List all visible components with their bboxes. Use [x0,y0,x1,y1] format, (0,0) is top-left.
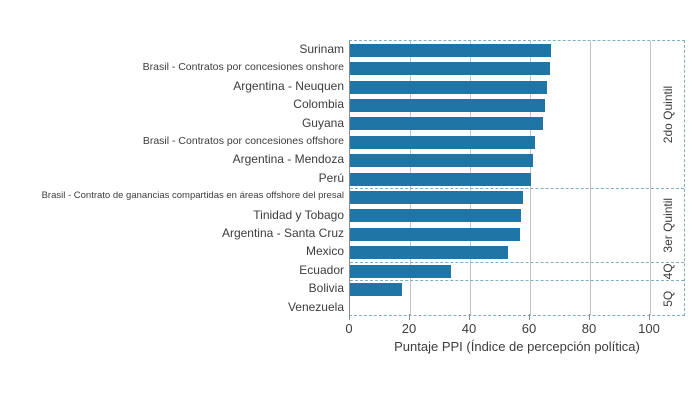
bar [350,264,451,278]
x-tick-mark [469,314,470,320]
quintile-label: 2do Quintil [661,85,675,144]
category-label: Venezuela [287,299,344,314]
x-tick-label: 20 [401,321,417,336]
x-tick-label: 80 [581,321,597,336]
category-label: Perú [318,170,344,185]
category-label: Argentina - Mendoza [232,152,344,167]
x-tick-label: 0 [345,321,353,336]
x-tick-mark [349,314,350,320]
bar [350,43,551,57]
gridline-x-80 [590,41,591,315]
category-label: Tinidad y Tobago [253,207,344,222]
category-label: Surinam [299,42,344,56]
quintile-separator [350,280,684,282]
x-tick-mark [589,314,590,320]
x-axis-title: Puntaje PPI (Índice de percepción políti… [394,339,640,354]
x-tick-mark [529,314,530,320]
x-tick-label: 60 [521,321,537,336]
bar [350,135,536,149]
bar [350,190,524,204]
category-label: Mexico [305,244,344,259]
category-label: Brasil - Contratos por concesiones onsho… [142,61,344,74]
x-tick-mark [409,314,410,320]
category-label: Bolivia [308,281,344,296]
bar [350,62,550,76]
category-label: Brasil - Contratos por concesiones offsh… [142,135,344,147]
bar [350,117,543,131]
gridline-x-100 [650,41,651,315]
bar [350,282,402,296]
quintile-separator [350,188,684,190]
x-tick-label: 100 [638,321,660,336]
quintile-label: 5Q [661,290,675,307]
bar [350,246,508,260]
category-label: Guyana [301,115,344,130]
quintile-separator [350,261,684,263]
bar [350,80,547,94]
category-label: Brasil - Contrato de ganancias compartid… [41,190,344,202]
quintile-label: 3er Quintil [661,197,675,253]
category-label: Argentina - Santa Cruz [221,226,344,240]
category-label: Colombia [293,97,344,112]
bar [350,227,520,241]
x-tick-label: 40 [461,321,477,336]
x-tick-mark [649,314,650,320]
quintile-label: 4Q [661,262,675,279]
bar [350,172,531,186]
category-label: Ecuador [299,262,344,277]
bar [350,209,521,223]
bar [350,98,545,112]
bar [350,154,533,168]
plot-area: 2do Quintil 3er Quintil 4Q 5Q [349,40,685,316]
category-label: Argentina - Neuquen [233,78,344,93]
